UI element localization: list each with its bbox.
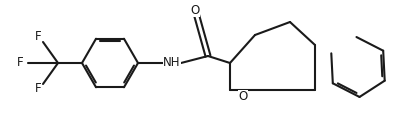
Text: O: O xyxy=(238,90,247,103)
Text: F: F xyxy=(35,30,41,43)
Text: F: F xyxy=(35,83,41,96)
Text: F: F xyxy=(17,56,23,70)
Text: O: O xyxy=(190,4,199,17)
Text: NH: NH xyxy=(163,56,180,70)
